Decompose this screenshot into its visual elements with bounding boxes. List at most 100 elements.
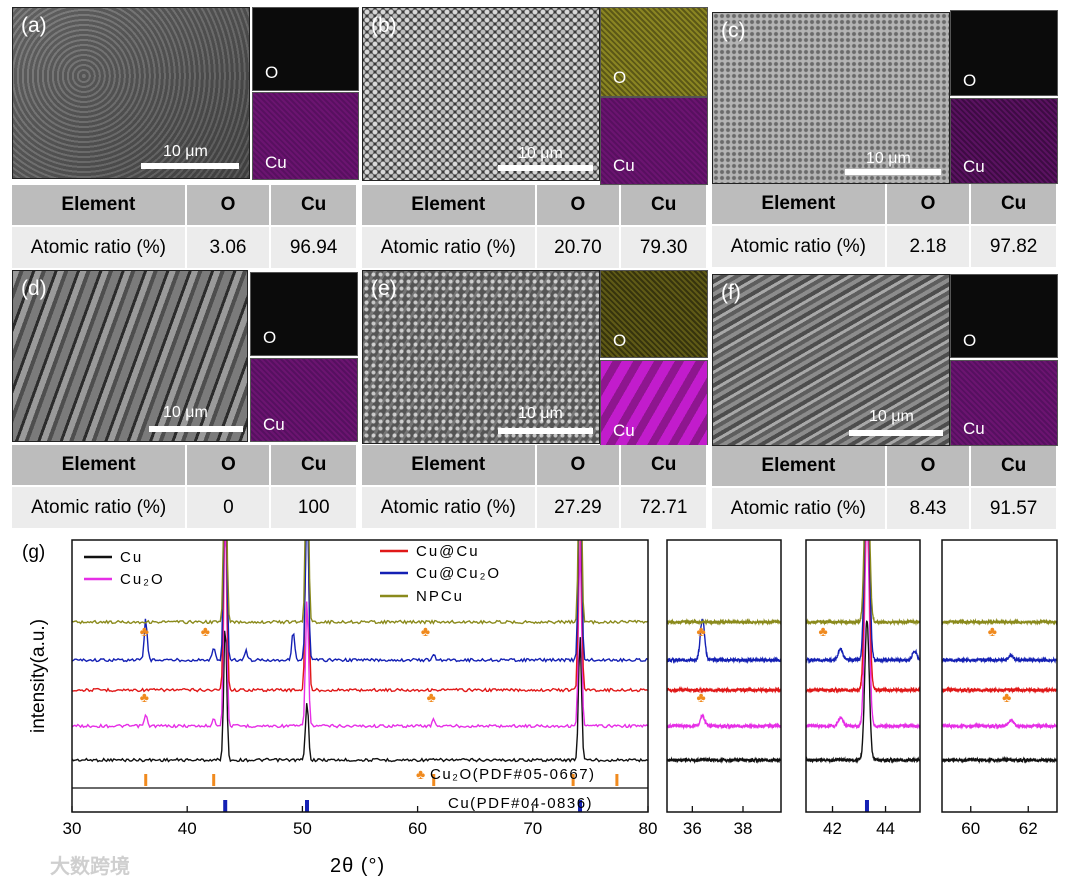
xrd-line-cucuo [72,540,648,663]
x-axis-label: 2θ (°) [330,855,385,877]
map-label-cu-e: Cu [613,421,635,440]
ref-bar-cu2o [144,774,148,786]
header-o: O [885,184,972,225]
panel-d: (d) 10 μm O Cu Element O Cu Atomic ratio (… [12,270,358,528]
header-o: O [535,185,622,226]
header-o: O [186,445,272,486]
xrd-line-npcu [942,617,1057,626]
sem-image-c: (c) 10 μm [712,12,950,184]
value-o: 3.06 [185,225,272,268]
legend-label: NPCu [416,588,464,605]
row-label: Atomic ratio (%) [362,485,537,528]
value-o: 0 [186,485,272,528]
value-cu: 100 [270,485,358,528]
plot-frame [941,539,1058,813]
x-tick-label: 36 [683,819,702,838]
header-cu: Cu [970,446,1058,487]
map-label-o-d: O [263,328,277,347]
ref-bar-cu [864,800,869,812]
header-cu: Cu [270,445,358,486]
xrd-line-cu [667,756,781,765]
panel-b: (b) 10 μm O Cu Element O Cu Atomic ratio (… [362,7,708,268]
x-tick-label: 70 [523,819,542,838]
row-label: Atomic ratio (%) [12,225,187,268]
xrd-line-npcu [667,618,781,627]
sem-image-e: (e) 10 μm [362,270,600,444]
ref-bar-cu2o [615,774,619,786]
map-label-o-e: O [613,331,627,350]
sem-image-d: (d) 10 μm [12,270,248,442]
ref-bar-cu [305,800,310,812]
plot-frame [666,539,782,813]
row-label: Atomic ratio (%) [362,225,537,268]
x-tick-label: 62 [1019,819,1038,838]
value-o: 27.29 [535,485,622,528]
x-tick-label: 40 [178,819,197,838]
cu2o-marker: ♣ [140,689,149,705]
sem-image-b: (b) 10 μm [362,7,600,181]
eds-map-o-a: O [252,7,359,91]
panel-e: (e) 10 μm O Cu Element O Cu Atomic ratio (… [362,270,708,528]
panel-f: (f) 10 μm O Cu Element O Cu Atomic ratio (… [712,272,1058,530]
map-label-o-f: O [963,331,977,350]
ref-bar-cu [223,800,228,812]
plot-frame [805,539,921,813]
composition-table-c: Element O Cu Atomic ratio (%) 2.18 97.82 [712,184,1058,267]
header-element: Element [12,445,188,486]
xrd-line-cu [806,620,920,765]
composition-table-e: Element O Cu Atomic ratio (%) 27.29 72.71 [362,445,708,528]
value-cu: 72.71 [620,485,708,528]
watermark: 大数跨境 [50,854,130,878]
scale-text-b: 10 μm [518,145,563,162]
header-o: O [885,446,972,487]
eds-map-o-f: O [950,274,1058,358]
map-label-cu-a: Cu [265,153,287,172]
eds-map-o-d: O [250,272,358,356]
value-cu: 97.82 [970,224,1058,267]
row-label: Atomic ratio (%) [712,486,887,529]
map-label-cu-d: Cu [263,415,285,434]
xrd-line-cuo [942,718,1057,731]
ref-bar-cu [578,800,583,812]
ref-bar-cu2o [432,774,436,786]
eds-map-cu-a: Cu [252,92,359,180]
cu2o-marker: ♣ [696,623,705,639]
header-cu: Cu [970,184,1058,225]
legend-label: Cu@Cu [416,543,480,560]
header-element: Element [362,445,537,486]
ref-label-cu2o: Cu₂O(PDF#05-0667) [430,766,596,783]
scale-bar-f [849,430,943,436]
composition-table-a: Element O Cu Atomic ratio (%) 3.06 96.94 [12,185,358,268]
ref-bar-cu2o [571,774,575,786]
xrd-line-cucuo [806,540,920,664]
cu2o-marker: ♣ [140,623,149,639]
value-o: 8.43 [885,486,972,529]
sem-image-f: (f) 10 μm [712,274,950,446]
row-label: Atomic ratio (%) [712,224,887,267]
scale-bar-c [845,169,941,175]
scale-bar-a [141,163,239,169]
cu2o-marker: ♣ [201,623,210,639]
eds-map-cu-c: Cu [950,98,1058,184]
scale-text-f: 10 μm [869,408,914,425]
xrd-line-cucu [667,685,781,694]
composition-table-f: Element O Cu Atomic ratio (%) 8.43 91.57 [712,446,1058,529]
panel-label-f: (f) [721,281,741,304]
x-tick-label: 50 [293,819,312,838]
header-o: O [185,185,272,226]
xrd-line-cuo [806,540,920,731]
legend-label: Cu@Cu₂O [416,565,501,582]
map-label-cu-f: Cu [963,419,985,438]
scale-bar-e [498,428,593,434]
cu2o-marker: ♣ [988,623,997,639]
map-label-cu-c: Cu [963,157,985,176]
eds-map-o-c: O [950,10,1058,96]
composition-table-b: Element O Cu Atomic ratio (%) 20.70 79.30 [362,185,708,268]
xrd-line-cucu [942,685,1057,694]
eds-map-cu-b: Cu [600,97,708,185]
ref-label-cu: Cu(PDF#04-0836) [448,795,593,812]
cu2o-marker: ♣ [421,623,430,639]
header-o: O [535,445,622,486]
scale-text-c: 10 μm [866,150,911,167]
panel-label-g: (g) [22,542,45,563]
